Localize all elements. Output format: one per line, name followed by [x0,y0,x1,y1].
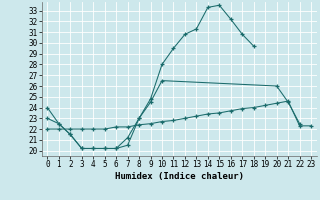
X-axis label: Humidex (Indice chaleur): Humidex (Indice chaleur) [115,172,244,181]
